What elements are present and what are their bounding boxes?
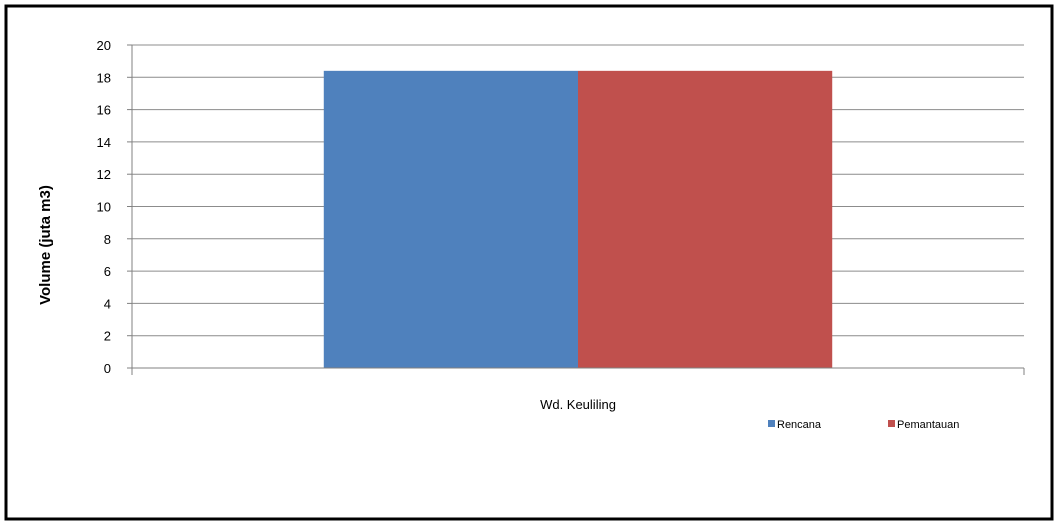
y-tick-labels: 0 2 4 6 8 10 12 14 16 18 20 (97, 38, 111, 376)
legend-label: Pemantauan (897, 419, 959, 431)
y-tick-label: 12 (97, 167, 111, 182)
legend: Rencana Pemantauan (768, 419, 959, 431)
x-category-label: Wd. Keuliling (540, 397, 616, 412)
legend-label: Rencana (777, 419, 822, 431)
y-tick-label: 14 (97, 135, 111, 150)
bar-pemantauan (578, 70, 833, 368)
y-tick-label: 0 (104, 361, 111, 376)
y-tick-label: 18 (97, 70, 111, 85)
y-tick-label: 2 (104, 329, 111, 344)
y-tick-label: 10 (97, 200, 111, 215)
axes (131, 45, 1024, 369)
y-tick-label: 6 (104, 264, 111, 279)
y-axis-label: Volume (juta m3) (37, 185, 54, 305)
y-tick-label: 20 (97, 38, 111, 53)
legend-swatch-pemantauan (888, 420, 895, 427)
x-tick-labels: Wd. Keuliling (540, 397, 616, 412)
y-tick-label: 16 (97, 103, 111, 118)
y-tick-label: 4 (104, 296, 111, 311)
legend-swatch-rencana (768, 420, 775, 427)
bar-rencana (323, 70, 578, 368)
y-tick-label: 8 (104, 232, 111, 247)
bars (323, 70, 833, 368)
